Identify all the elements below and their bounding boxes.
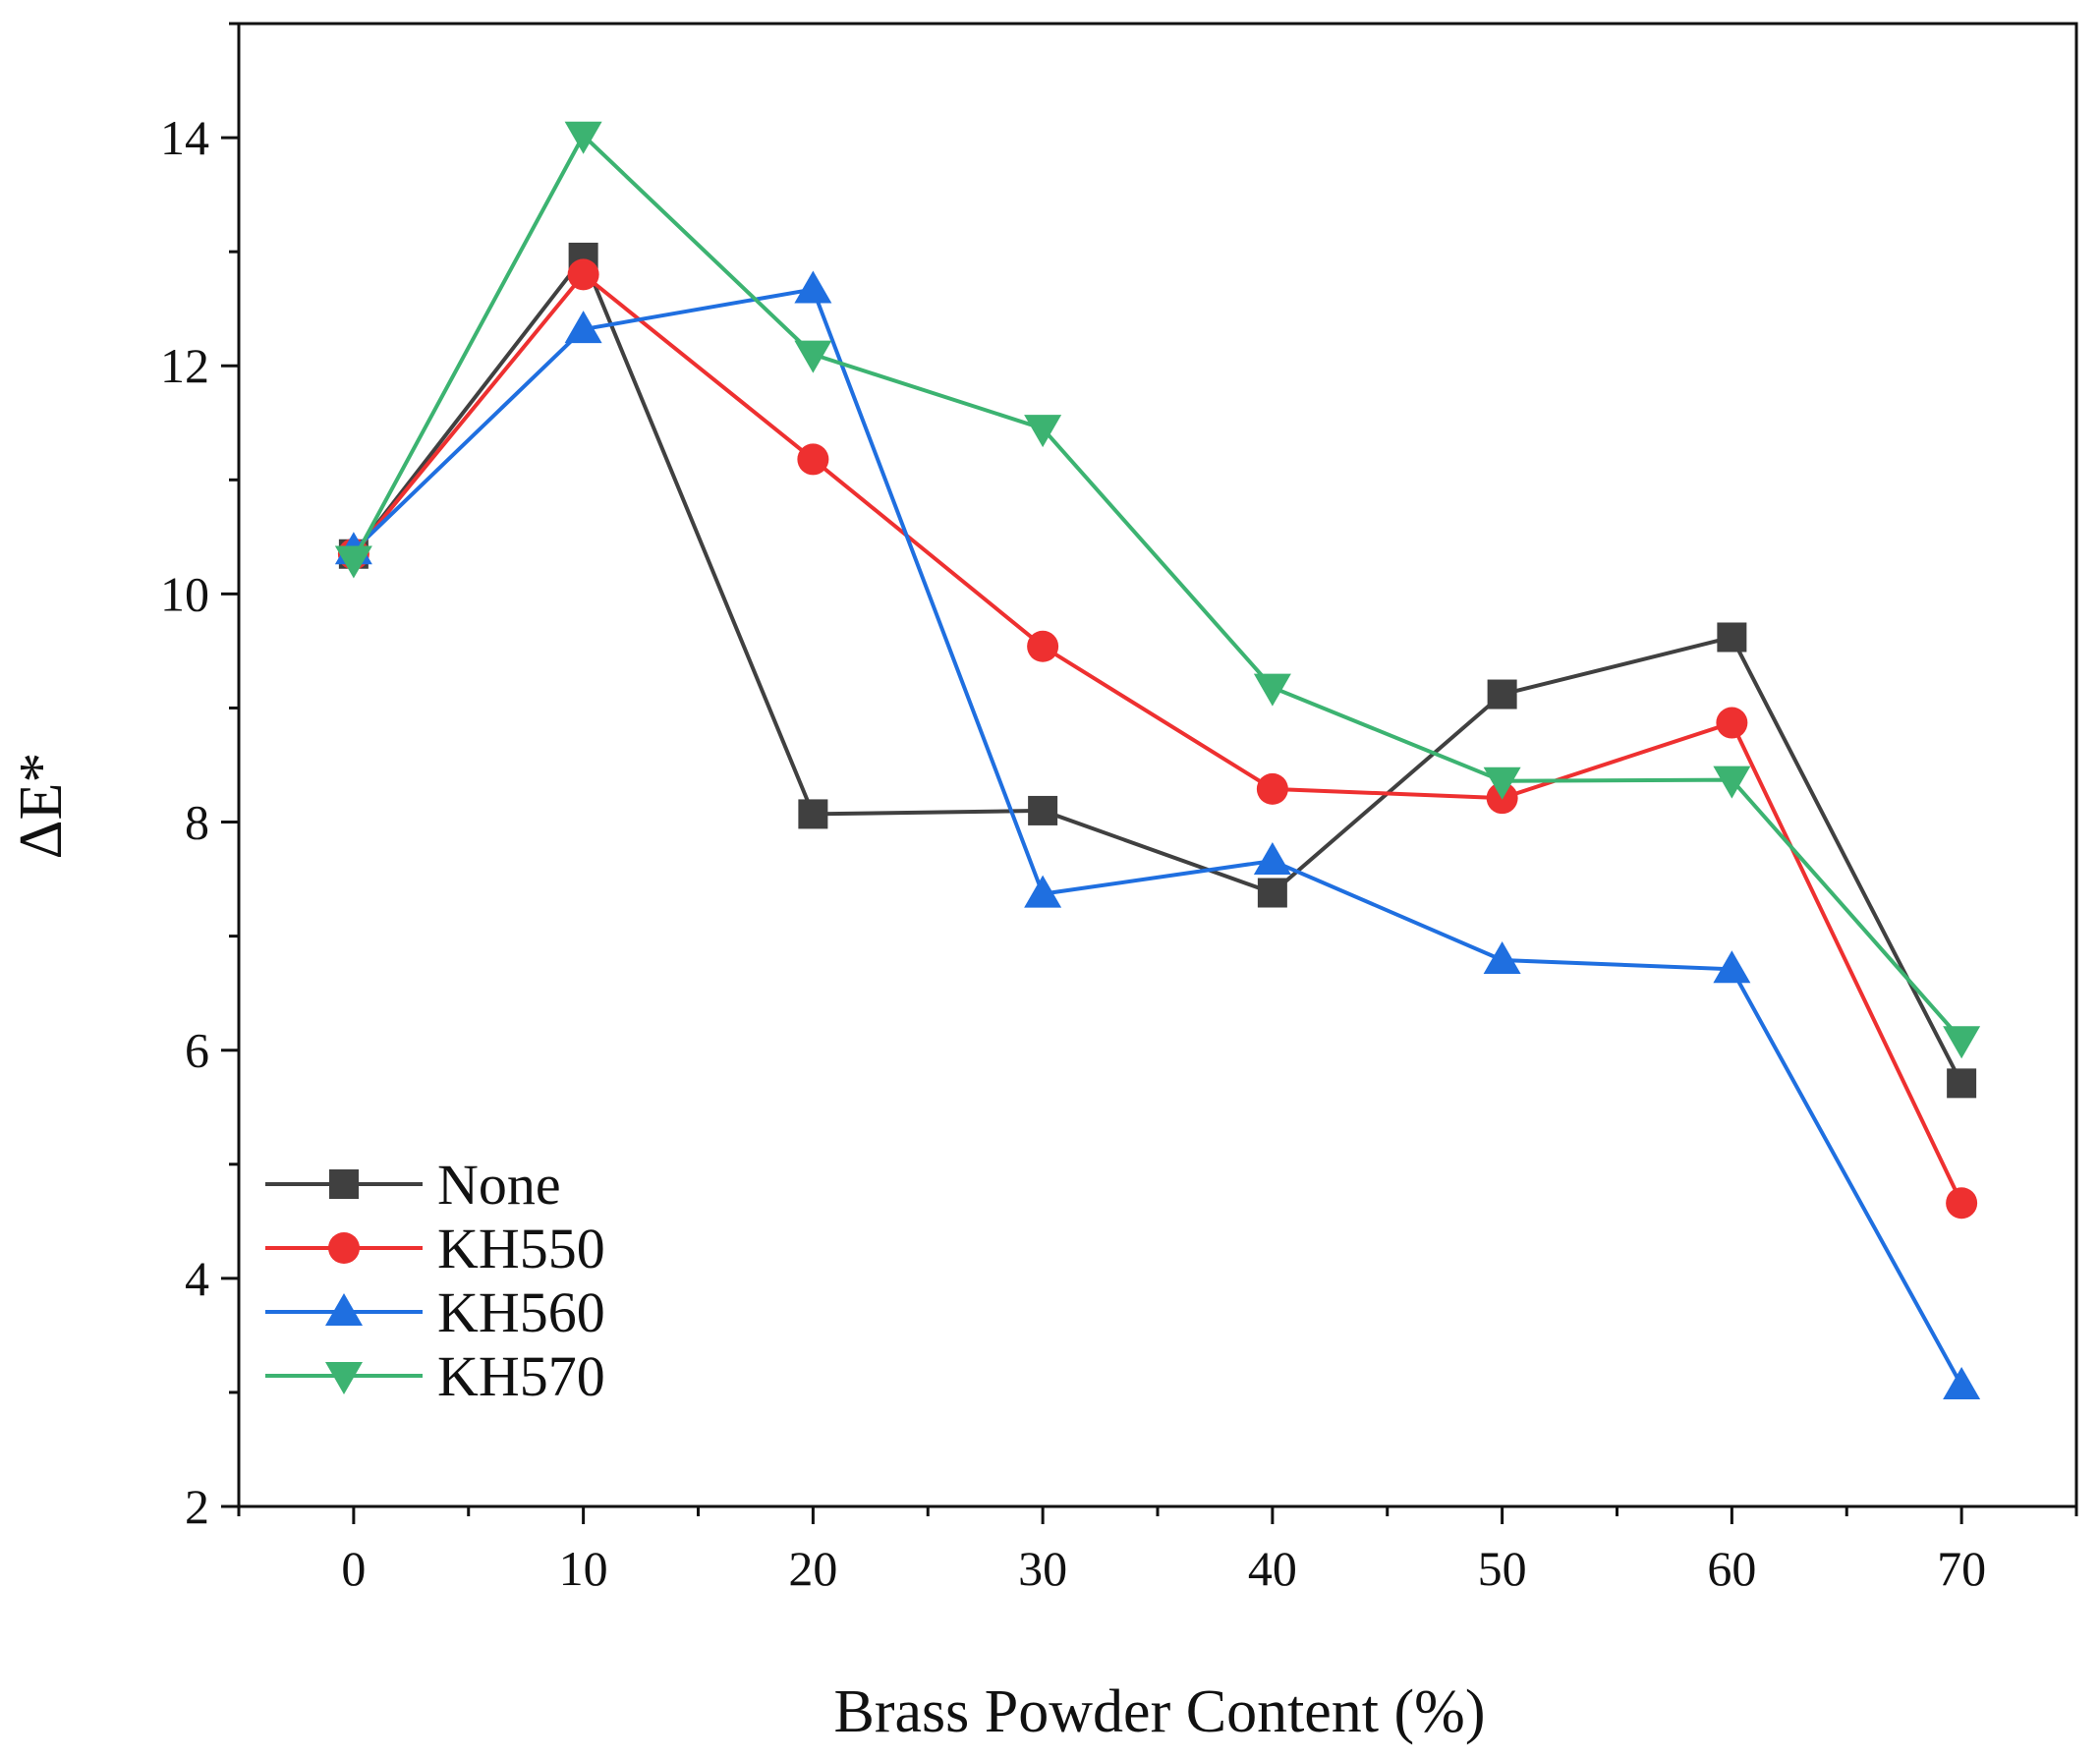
data-point — [1713, 766, 1751, 799]
y-tick-label: 14 — [160, 110, 209, 165]
data-point — [1024, 415, 1062, 448]
data-point — [794, 270, 832, 304]
y-axis-title-suffix: * — [8, 753, 75, 783]
x-tick-label: 40 — [1248, 1541, 1297, 1596]
y-tick-label: 12 — [160, 338, 209, 393]
y-axis-title-prefix: ΔE — [8, 783, 75, 860]
legend-label: KH550 — [437, 1217, 605, 1280]
legend-marker — [329, 1169, 359, 1199]
data-point — [1947, 1068, 1977, 1099]
legend-item-none: None — [265, 1153, 561, 1217]
series-layer — [334, 121, 1981, 1399]
series-kh550 — [337, 258, 1978, 1220]
data-point — [1713, 950, 1751, 984]
x-tick-label: 10 — [559, 1541, 608, 1596]
legend-label: None — [437, 1153, 561, 1217]
data-point — [1256, 772, 1288, 805]
x-tick-label: 50 — [1478, 1541, 1527, 1596]
data-point — [564, 311, 602, 344]
data-point — [1027, 630, 1059, 662]
data-point — [1943, 1366, 1981, 1399]
series-kh560 — [334, 270, 1981, 1399]
data-point — [1483, 940, 1521, 974]
data-point — [564, 121, 602, 154]
series-line — [352, 132, 1963, 1042]
y-tick-label: 4 — [185, 1251, 209, 1306]
x-tick-label: 60 — [1707, 1541, 1756, 1596]
y-tick-label: 8 — [185, 795, 209, 850]
data-point — [1943, 1026, 1981, 1059]
x-tick-label: 0 — [341, 1541, 366, 1596]
data-point — [1253, 673, 1291, 707]
data-point — [1717, 622, 1747, 653]
y-tick-label: 10 — [160, 566, 209, 621]
series-line — [352, 287, 1963, 1387]
data-point — [1253, 842, 1291, 876]
legend-marker — [328, 1232, 360, 1264]
legend-item-kh560: KH560 — [265, 1280, 605, 1344]
legend-marker — [325, 1362, 363, 1394]
legend-item-kh550: KH550 — [265, 1217, 605, 1280]
data-point — [1483, 766, 1521, 800]
data-point — [1946, 1187, 1978, 1220]
legend-label: KH570 — [437, 1344, 605, 1408]
data-point — [1024, 875, 1062, 908]
series-kh570 — [334, 121, 1981, 1059]
legend-marker — [325, 1293, 363, 1326]
data-point — [1257, 878, 1287, 908]
data-point — [797, 443, 829, 476]
data-point — [1716, 707, 1748, 739]
y-tick-label: 6 — [185, 1023, 209, 1078]
series-line — [352, 254, 1963, 1085]
data-point — [798, 799, 828, 829]
data-point — [334, 545, 372, 579]
y-tick-label: 2 — [185, 1479, 209, 1534]
data-point — [1028, 795, 1058, 825]
axes: 0 10 20 30 40 50 60 70 2 4 6 8 10 12 14 — [160, 22, 2078, 1596]
y-axis-title: ΔE* — [8, 753, 75, 860]
legend-item-kh570: KH570 — [265, 1344, 605, 1408]
x-tick-label: 30 — [1018, 1541, 1067, 1596]
data-point — [567, 258, 599, 291]
data-point — [794, 340, 832, 373]
legend-label: KH560 — [437, 1280, 605, 1344]
x-tick-label: 70 — [1937, 1541, 1986, 1596]
x-axis-title: Brass Powder Content (%) — [834, 1678, 1486, 1745]
data-point — [1487, 679, 1517, 710]
x-tick-label: 20 — [788, 1541, 837, 1596]
series-line — [352, 271, 1963, 1205]
